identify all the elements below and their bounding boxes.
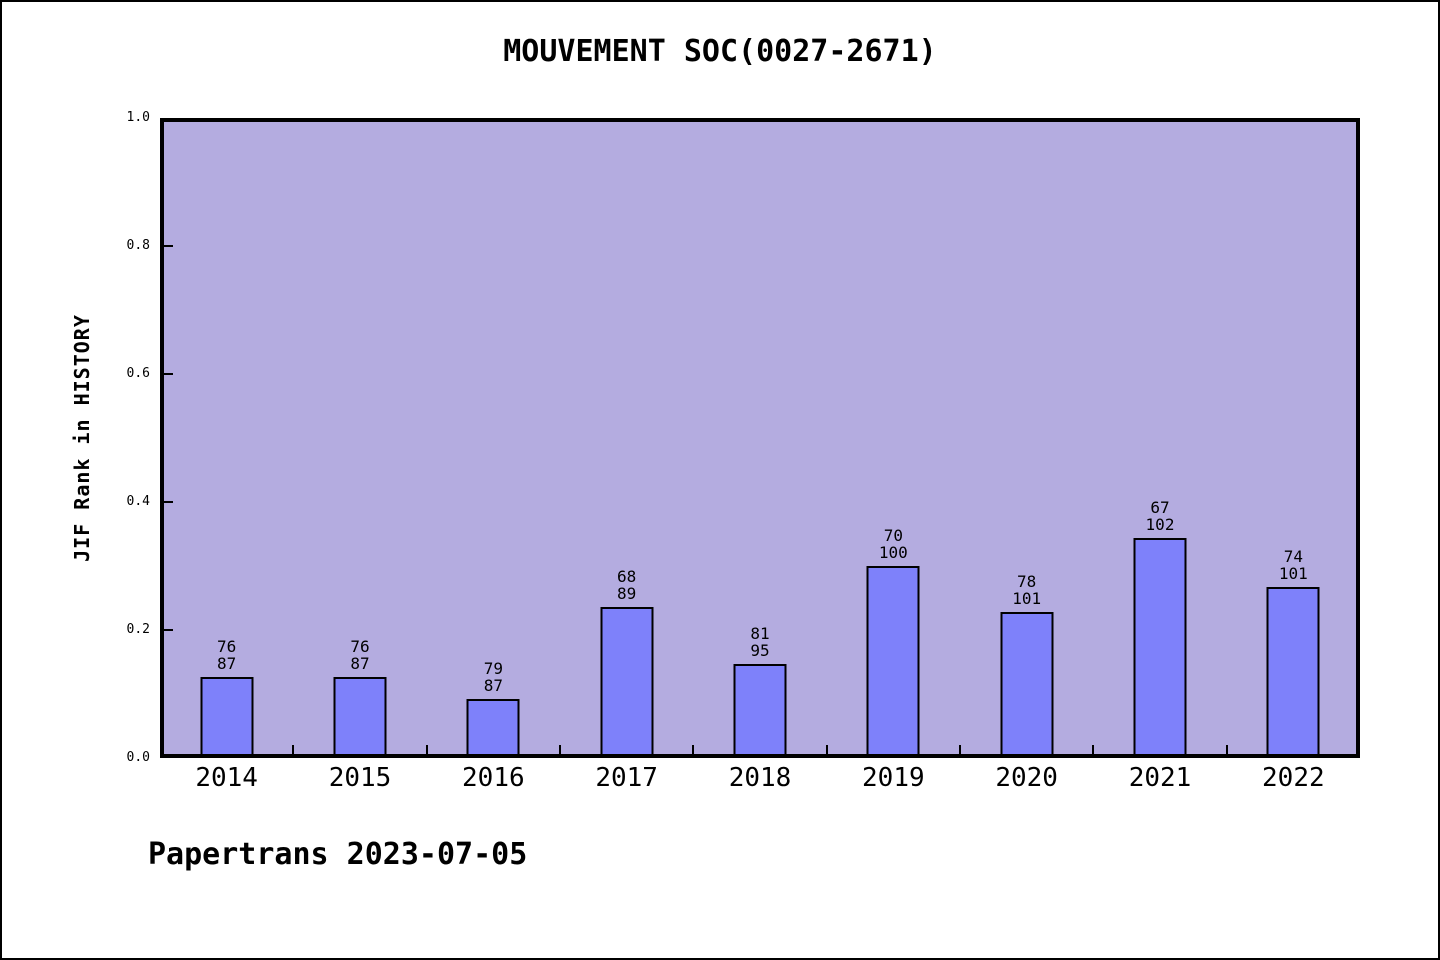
bar-value-label-2016: 79 87 xyxy=(484,660,503,694)
bar-2020 xyxy=(1000,612,1054,758)
y-axis-tick-mark xyxy=(160,629,173,631)
x-tick-label-2022: 2022 xyxy=(1262,763,1325,793)
bar-2019 xyxy=(866,566,920,758)
plot-area: 76 87 76 87 79 87 68 89 81 95 70 100 78 101 67 102 74 101 xyxy=(160,118,1360,758)
x-axis-tick-mark xyxy=(559,745,561,758)
bar-2016 xyxy=(466,699,520,758)
x-tick-label-2019: 2019 xyxy=(862,763,925,793)
bar-label-total: 87 xyxy=(483,676,503,696)
bar-label-rank: 78 xyxy=(1017,572,1037,592)
y-axis-tick-mark xyxy=(160,245,173,247)
y-tick-label-0.4: 0.4 xyxy=(126,494,150,509)
bar-label-rank: 79 xyxy=(483,659,503,679)
bar-2021 xyxy=(1133,538,1187,758)
x-tick-label-2014: 2014 xyxy=(195,763,258,793)
x-axis-tick-labels: 2014 2015 2016 2017 2018 2019 2020 2021 2022 xyxy=(160,763,1360,795)
bar-2018 xyxy=(733,663,787,758)
bar-label-total: 101 xyxy=(1012,589,1042,609)
chart-title: MOUVEMENT SOC(0027-2671) xyxy=(503,34,937,69)
bar-2015 xyxy=(333,677,387,758)
bar-value-label-2021: 67 102 xyxy=(1146,499,1175,533)
y-tick-label-1.0: 1.0 xyxy=(126,110,150,125)
x-tick-label-2018: 2018 xyxy=(728,763,792,793)
bar-label-total: 102 xyxy=(1145,515,1175,535)
bar-2017 xyxy=(600,606,654,758)
x-axis-tick-mark xyxy=(1092,745,1095,758)
bar-label-rank: 68 xyxy=(617,566,637,586)
bar-value-label-2020: 78 101 xyxy=(1012,573,1041,607)
bar-value-label-2018: 81 95 xyxy=(750,625,769,659)
bar-value-label-2014: 76 87 xyxy=(217,638,236,672)
bar-label-rank: 67 xyxy=(1150,498,1170,518)
bar-label-total: 100 xyxy=(878,543,908,562)
x-tick-label-2015: 2015 xyxy=(328,763,392,793)
y-tick-label-0.6: 0.6 xyxy=(126,366,150,381)
y-tick-label-0.0: 0.0 xyxy=(126,750,150,765)
x-tick-label-2020: 2020 xyxy=(995,763,1058,793)
bar-2014 xyxy=(200,677,254,758)
x-axis-tick-mark xyxy=(825,745,828,758)
bar-label-total: 89 xyxy=(617,583,637,603)
bar-label-total: 87 xyxy=(217,654,237,674)
x-tick-label-2021: 2021 xyxy=(1128,763,1192,793)
bar-label-total: 87 xyxy=(350,654,370,674)
bar-label-total: 101 xyxy=(1278,563,1308,583)
bar-label-rank: 81 xyxy=(750,623,770,643)
y-tick-label-0.2: 0.2 xyxy=(126,622,150,637)
x-axis-tick-mark xyxy=(1225,745,1228,758)
bar-label-rank: 70 xyxy=(883,526,903,545)
bar-label-rank: 76 xyxy=(350,637,370,657)
bar-label-rank: 74 xyxy=(1283,546,1303,566)
y-axis-tick-mark xyxy=(160,501,173,503)
bar-label-total: 95 xyxy=(750,640,770,660)
x-tick-label-2016: 2016 xyxy=(462,763,525,793)
y-tick-label-0.8: 0.8 xyxy=(126,238,150,253)
y-axis-tick-labels: 0.0 0.2 0.4 0.6 0.8 1.0 xyxy=(0,110,150,765)
bar-label-rank: 76 xyxy=(217,637,237,657)
x-axis-tick-mark xyxy=(692,745,695,758)
bar-2022 xyxy=(1266,586,1320,758)
x-axis-tick-mark xyxy=(425,745,428,758)
x-axis-tick-mark xyxy=(959,745,961,758)
x-axis-tick-mark xyxy=(292,745,295,758)
y-axis-tick-mark xyxy=(160,373,173,375)
footer-watermark: Papertrans 2023-07-05 xyxy=(148,837,528,872)
bar-value-label-2015: 76 87 xyxy=(350,638,369,672)
bar-value-label-2022: 74 101 xyxy=(1279,548,1308,582)
x-tick-label-2017: 2017 xyxy=(595,763,658,793)
bar-value-label-2019: 70 100 xyxy=(879,527,908,561)
bar-value-label-2017: 68 89 xyxy=(617,568,636,602)
